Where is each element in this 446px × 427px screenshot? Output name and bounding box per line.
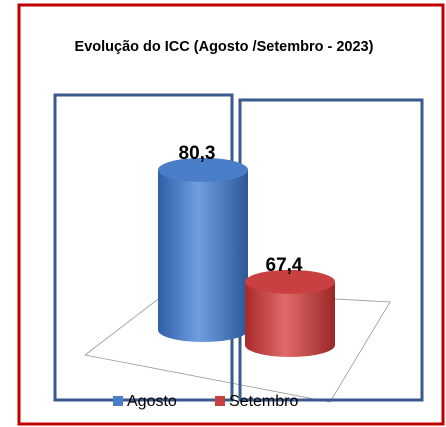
legend-label: Setembro [229, 393, 298, 410]
legend-label: Agosto [127, 393, 177, 410]
cylinder-top [158, 157, 248, 182]
legend-swatch [215, 396, 225, 406]
cylinder-top [245, 269, 335, 294]
cylinder [245, 269, 335, 357]
chart-title: Evolução do ICC (Agosto /Setembro - 2023… [75, 39, 374, 55]
cylinder-body [158, 169, 248, 342]
data-label: 67,4 [266, 255, 303, 276]
cylinder [158, 157, 248, 342]
floor [84, 289, 391, 403]
data-label: 80,3 [179, 143, 216, 164]
cylinder-body [245, 281, 335, 357]
legend-swatch [113, 396, 123, 406]
